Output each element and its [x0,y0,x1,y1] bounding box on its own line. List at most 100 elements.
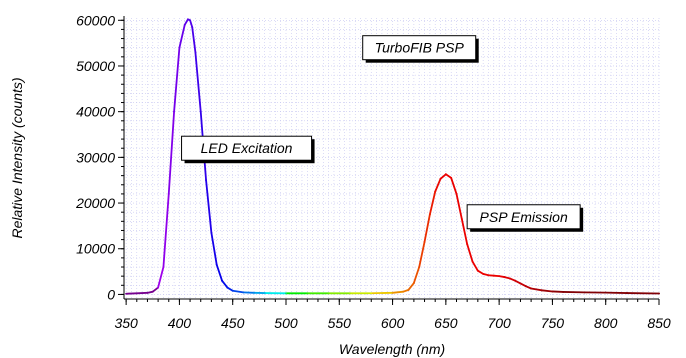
data-point [428,213,431,216]
annotation-box [466,204,581,230]
spectrum-segment [167,110,175,195]
data-point [157,286,160,289]
spectrum-segment [226,286,234,292]
x-tick-label: 350 [114,315,138,331]
data-point [514,279,517,282]
data-point [391,291,394,294]
data-point [508,277,511,280]
spectrum-segment [215,263,223,282]
x-tick-label: 750 [541,315,565,331]
spectrum-segment [444,173,453,179]
data-point [178,46,181,49]
y-tick-label: 0 [107,286,115,302]
data-point [402,290,405,293]
data-point [450,177,453,179]
data-point [231,289,234,292]
spectrum-segment [146,290,154,294]
spectrum-segment [514,279,522,285]
data-point [370,292,373,295]
y-tick-label: 20000 [75,195,115,211]
data-point [476,269,479,272]
annotation-label: LED Excitation [201,140,293,156]
spectrum-segment [482,272,490,277]
data-point [540,289,543,292]
data-point [183,23,186,26]
data-point [455,193,458,195]
data-point [125,292,128,295]
spectrum-segment [412,266,421,284]
data-point [423,240,426,243]
data-point [221,279,223,282]
spectrum-segment [524,285,533,290]
y-tick-label: 50000 [76,58,115,74]
data-point [349,292,351,295]
data-point [604,291,607,294]
data-point [215,263,218,266]
annotation-2: PSP Emission [466,204,584,232]
annotation-box [181,135,313,161]
data-point [626,292,628,294]
data-point [530,287,533,290]
data-point [146,291,149,294]
data-point [407,288,410,291]
data-point [439,177,442,180]
data-point [135,292,138,295]
spectrum-segment [221,279,229,289]
x-tick-label: 400 [168,315,192,331]
data-point [562,291,564,293]
data-point [205,179,207,182]
spectrum-segment [466,243,474,263]
spectrum-segment [418,240,426,268]
data-point [263,292,266,294]
spectrum-segment [183,18,189,26]
y-tick-label: 60000 [76,12,115,28]
data-point [189,19,191,22]
x-tick-label: 650 [434,315,458,331]
axes: 0 10000 20000 30000 40000 50000 60000 350 400 450… [75,12,671,331]
spectrum-segment [162,193,170,268]
spectrum-segment [391,290,405,294]
data-point [210,231,213,234]
y-tick-label: 40000 [76,104,115,120]
data-point [444,173,447,176]
data-point [173,110,175,113]
spectrum-segment [460,218,469,246]
data-point [418,266,421,268]
grid-lines [124,18,660,299]
data-point [162,266,165,268]
data-point [551,290,554,293]
annotation-0: TurboFIB PSP [362,35,479,63]
spectrum-segment [540,289,554,293]
data-point [492,274,495,277]
spectrum-segment [189,19,194,29]
data-point [434,190,437,193]
spectrum-segment [407,282,415,291]
annotations: TurboFIB PSP LED Excitation PSP Emission [181,35,584,232]
spectrum-segment [231,289,245,294]
spectrum-segment [471,260,479,272]
spectrum-segment [519,282,527,288]
data-point [187,18,189,21]
spectrum-segment [455,193,463,220]
spectrum-segment [476,269,485,275]
spectrum-segment [191,26,197,54]
data-point [482,272,485,275]
annotation-box [362,35,477,61]
data-point [306,292,309,295]
data-point [191,26,194,29]
data-point [253,291,255,294]
data-point [199,110,202,113]
spectrum-segment [173,46,181,113]
spectrum-segment [498,275,506,278]
data-point [487,274,490,277]
data-point [412,282,415,284]
x-tick-label: 450 [221,315,245,331]
spectrum-segment [205,179,213,234]
spectrum-series [125,18,660,295]
x-tick-label: 500 [274,315,298,331]
data-point [226,286,229,289]
spectrum-segment [157,266,165,289]
data-point [460,218,463,220]
spectrum-segment [151,286,160,293]
